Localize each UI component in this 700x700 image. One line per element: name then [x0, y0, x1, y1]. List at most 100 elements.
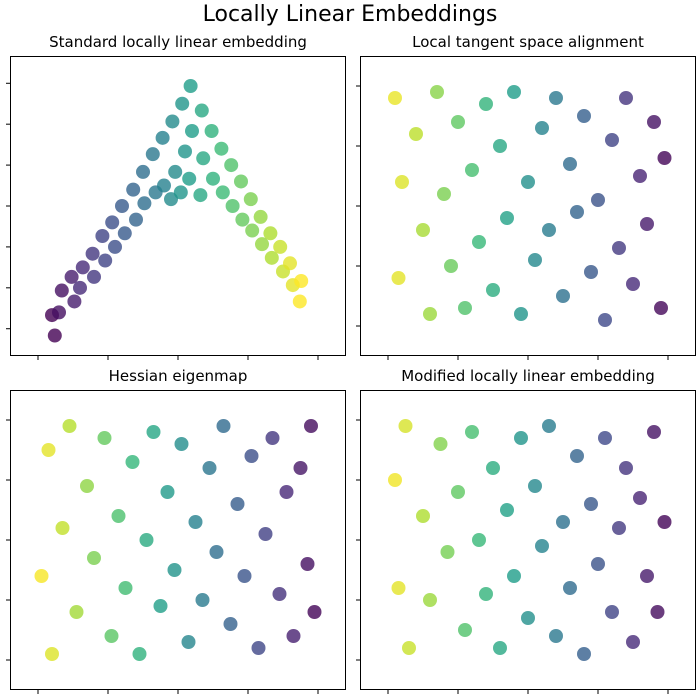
- scatter-point: [486, 461, 500, 475]
- scatter-point: [647, 115, 661, 129]
- scatter-point: [521, 611, 535, 625]
- scatter-point: [243, 192, 258, 207]
- scatter-point: [294, 274, 309, 288]
- scatter-point: [605, 605, 619, 619]
- scatter-point: [157, 178, 171, 193]
- scatter-point: [73, 280, 87, 295]
- scatter-point: [507, 569, 521, 583]
- scatter-point: [556, 515, 570, 529]
- scatter-point: [507, 85, 521, 99]
- scatter-point: [300, 557, 315, 571]
- scatter-point: [563, 157, 577, 171]
- scatter-point: [584, 497, 598, 511]
- scatter-point: [182, 171, 197, 186]
- scatter-point: [47, 328, 62, 343]
- scatter-point: [164, 192, 178, 207]
- scatter-point: [188, 515, 203, 529]
- scatter-point: [125, 455, 140, 469]
- scatter-point: [598, 431, 612, 445]
- scatter-point: [402, 641, 416, 655]
- scatter-point: [391, 581, 406, 595]
- scatter-point: [204, 124, 219, 138]
- scatter-point: [225, 199, 240, 213]
- scatter-point: [598, 313, 612, 327]
- scatter-point: [612, 241, 626, 255]
- scatter-point: [265, 431, 280, 445]
- scatter-point: [209, 545, 224, 559]
- scatter-point: [591, 193, 605, 207]
- scatter-point: [237, 569, 252, 583]
- scatter-point: [165, 114, 180, 129]
- scatter-point: [117, 226, 132, 241]
- scatter-point: [167, 563, 182, 577]
- scatter-point: [657, 515, 672, 529]
- subplot-title-modified-lle: Modified locally linear embedding: [401, 367, 655, 385]
- scatter-point: [230, 497, 245, 511]
- scatter-point: [178, 144, 192, 159]
- scatter-point: [195, 593, 210, 607]
- scatter-point: [626, 277, 640, 291]
- scatter-point: [146, 425, 161, 439]
- scatter-point: [647, 425, 661, 439]
- scatter-point: [41, 443, 56, 457]
- scatter-point: [115, 199, 129, 213]
- scatter-point: [619, 91, 633, 105]
- scatter-point: [137, 196, 152, 211]
- scatter-point: [196, 151, 211, 166]
- scatter-point: [640, 217, 654, 231]
- scatter-point: [111, 509, 126, 523]
- scatter-point: [153, 599, 168, 613]
- scatter-point: [98, 253, 113, 268]
- scatter-point: [160, 485, 175, 499]
- scatter-point: [577, 647, 591, 661]
- scatter-point: [654, 301, 668, 315]
- scatter-point: [105, 215, 120, 230]
- scatter-point: [500, 211, 514, 225]
- scatter-point: [253, 209, 268, 224]
- scatter-point: [55, 521, 70, 535]
- scatter-point: [174, 437, 189, 451]
- scatter-point: [273, 239, 288, 254]
- scatter-point: [549, 91, 563, 105]
- scatter-point: [626, 635, 640, 649]
- scatter-point: [202, 461, 217, 475]
- scatter-point: [139, 533, 154, 547]
- scatter-point: [486, 283, 500, 297]
- scatter-point: [45, 647, 59, 661]
- scatter-point: [62, 419, 77, 433]
- scatter-point: [185, 124, 199, 138]
- axes-frame: [360, 56, 696, 356]
- scatter-point: [542, 419, 556, 433]
- scatter-point: [244, 449, 259, 463]
- scatter-point: [535, 121, 549, 135]
- scatter-point: [391, 271, 406, 285]
- scatter-point: [108, 239, 122, 254]
- scatter-point: [584, 265, 598, 279]
- scatter-point: [145, 147, 160, 162]
- subplot-title-standard-lle: Standard locally linear embedding: [49, 33, 307, 51]
- scatter-point: [416, 509, 430, 523]
- scatter-point: [87, 269, 101, 284]
- scatter-point: [542, 223, 556, 237]
- figure-title: Locally Linear Embeddings: [202, 2, 498, 27]
- scatter-point: [104, 629, 119, 643]
- scatter-point: [577, 109, 591, 123]
- scatter-point: [423, 593, 437, 607]
- axes-modified-lle: [356, 390, 696, 694]
- scatter-point: [255, 237, 269, 252]
- scatter-point: [479, 587, 493, 601]
- scatter-point: [234, 174, 248, 189]
- scatter-point: [570, 205, 584, 219]
- scatter-point: [193, 188, 208, 203]
- scatter-point: [528, 479, 542, 493]
- scatter-point: [612, 521, 626, 535]
- scatter-point: [514, 307, 528, 321]
- scatter-point: [388, 473, 402, 487]
- scatter-point: [395, 175, 409, 189]
- scatter-point: [272, 587, 287, 601]
- scatter-point: [640, 569, 654, 583]
- scatter-point: [451, 485, 465, 499]
- scatter-point: [80, 479, 94, 493]
- axes-frame: [360, 390, 696, 690]
- scatter-point: [283, 256, 297, 271]
